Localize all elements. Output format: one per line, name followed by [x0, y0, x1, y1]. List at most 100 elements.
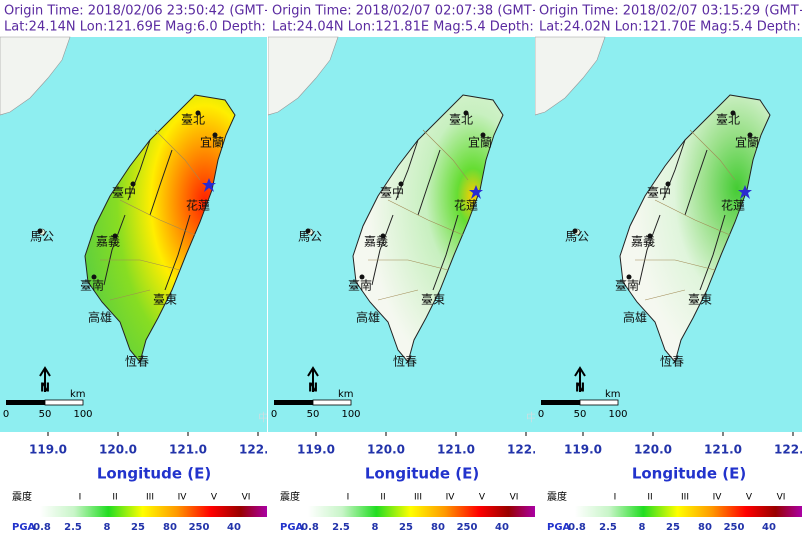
color-bar: [575, 506, 802, 517]
scale-unit: km: [338, 389, 354, 400]
city-label: 臺中: [112, 185, 136, 200]
city-dot: [212, 132, 218, 138]
city-dot: [647, 233, 653, 239]
pga-label: PGA: [547, 522, 571, 533]
intensity-label: 震度: [280, 490, 300, 503]
city-label: 高雄: [88, 310, 112, 325]
x-tick-label: 121.0: [437, 443, 475, 457]
watermark: 中央: [526, 411, 548, 424]
scale-bar-black: [541, 400, 580, 405]
city-dot: [380, 233, 386, 239]
scale-label: 0: [271, 409, 277, 420]
intensity-level: III: [146, 493, 154, 503]
intensity-level: III: [414, 493, 422, 503]
intensity-label: 震度: [547, 490, 567, 503]
color-bar: [308, 506, 535, 517]
pga-value: 250: [189, 522, 210, 533]
north-arrow: [39, 366, 51, 392]
city-dot: [747, 132, 753, 138]
scale-bar-black: [274, 400, 313, 405]
city-dot: [626, 274, 632, 280]
pga-label: PGA: [12, 522, 36, 533]
intensity-level: VI: [510, 493, 519, 503]
city-label: 臺北: [716, 112, 740, 127]
x-tick-label: 119.0: [29, 443, 67, 457]
scale-unit: km: [70, 389, 86, 400]
city-label: 高雄: [356, 310, 380, 325]
x-tick-label: 119.0: [564, 443, 602, 457]
north-label: N: [308, 381, 318, 395]
city-dot: [665, 181, 671, 187]
city-dot: [112, 233, 118, 239]
origin-time: Origin Time: 2018/02/06 23:50:42 (GMT+: [4, 4, 275, 19]
epicenter: [202, 178, 216, 192]
pga-value: 2.5: [599, 522, 617, 533]
x-tick-label: 121.0: [704, 443, 742, 457]
county-lines: [635, 129, 736, 301]
north-label: N: [40, 381, 50, 395]
intensity-level: III: [681, 493, 689, 503]
city-label: 馬公: [298, 230, 322, 244]
scale-unit: km: [605, 389, 621, 400]
mainland: [535, 36, 606, 116]
x-tick-label: 120.0: [99, 443, 137, 457]
pga-value: 250: [457, 522, 478, 533]
intensity-level: VI: [777, 493, 786, 503]
pga-value: 80: [163, 522, 177, 533]
city-label: 臺北: [449, 112, 473, 127]
pga-value: 40: [495, 522, 509, 533]
pga-value: 250: [724, 522, 745, 533]
city-label: 宜蘭: [200, 135, 224, 150]
location: Lat:24.02N Lon:121.70E Mag:5.4 Depth:: [539, 20, 801, 35]
pga-value: 25: [399, 522, 413, 533]
city-label: 花蓮: [721, 198, 745, 213]
city-label: 花蓮: [186, 198, 210, 213]
pga-value: 2.5: [64, 522, 82, 533]
city-dot: [130, 181, 136, 187]
city-label: 花蓮: [454, 198, 478, 213]
scale-label: 0: [3, 409, 9, 420]
city-label: 臺南: [348, 278, 372, 293]
location: Lat:24.14N Lon:121.69E Mag:6.0 Depth:: [4, 20, 266, 35]
intensity-level: V: [211, 493, 218, 503]
scale-bar-white: [579, 399, 619, 406]
city-label: 馬公: [30, 230, 54, 244]
mainland: [268, 36, 339, 116]
panel: Origin Time: 2018/02/07 02:07:38 (GMT+La…: [268, 4, 548, 533]
city-dot: [463, 110, 469, 116]
epicenter: [469, 185, 483, 199]
pga-value: 40: [762, 522, 776, 533]
pga-value: 2.5: [332, 522, 350, 533]
city-dot: [195, 110, 201, 116]
pga-value: 8: [372, 522, 379, 533]
city-label: 臺南: [615, 278, 639, 293]
city-label: 臺中: [647, 185, 671, 200]
city-label: 嘉義: [364, 234, 388, 249]
city-dot: [305, 228, 311, 234]
city-label: 臺北: [181, 112, 205, 127]
pga-value: 8: [104, 522, 111, 533]
scale-label: 50: [39, 409, 52, 420]
city-label: 馬公: [565, 230, 589, 244]
intensity-level: VI: [242, 493, 251, 503]
city-label: 臺東: [688, 292, 712, 307]
intensity-level: IV: [446, 493, 456, 503]
city-label: 高雄: [623, 310, 647, 325]
panel-content: Origin Time: 2018/02/06 23:50:42 (GMT+La…: [0, 4, 277, 533]
city-dot: [572, 228, 578, 234]
color-bar: [40, 506, 267, 517]
mainland: [0, 36, 71, 116]
x-axis-title: Longitude (E): [97, 465, 211, 483]
scale-bar-white: [44, 399, 84, 406]
x-tick-label: 120.0: [367, 443, 405, 457]
pga-value: 80: [698, 522, 712, 533]
x-tick-label: 122.0: [239, 443, 277, 457]
pga-value: 25: [666, 522, 680, 533]
scale-label: 100: [608, 409, 627, 420]
intensity-level: V: [746, 493, 753, 503]
faults: [638, 139, 726, 291]
scale-label: 100: [73, 409, 92, 420]
city-dot: [37, 228, 43, 234]
pga-value: 0.8: [568, 522, 586, 533]
